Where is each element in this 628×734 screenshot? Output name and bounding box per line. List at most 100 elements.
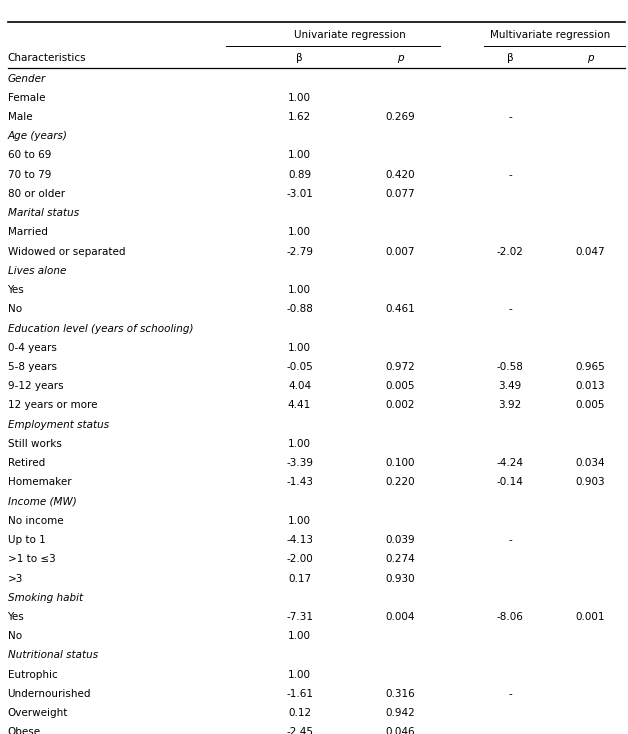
- Text: 0.013: 0.013: [575, 381, 605, 391]
- Text: -3.01: -3.01: [286, 189, 313, 199]
- Text: p: p: [587, 53, 593, 63]
- Text: β: β: [296, 53, 303, 63]
- Text: 9-12 years: 9-12 years: [8, 381, 63, 391]
- Text: Married: Married: [8, 228, 47, 237]
- Text: -3.39: -3.39: [286, 458, 313, 468]
- Text: No: No: [8, 305, 21, 314]
- Text: 1.62: 1.62: [288, 112, 311, 122]
- Text: 0.930: 0.930: [385, 573, 415, 584]
- Text: 60 to 69: 60 to 69: [8, 150, 51, 161]
- Text: -2.02: -2.02: [497, 247, 523, 257]
- Text: 0.965: 0.965: [575, 362, 605, 372]
- Text: -: -: [508, 305, 512, 314]
- Text: -0.14: -0.14: [497, 477, 523, 487]
- Text: 0.461: 0.461: [385, 305, 415, 314]
- Text: 0.005: 0.005: [576, 401, 605, 410]
- Text: 1.00: 1.00: [288, 343, 311, 353]
- Text: -7.31: -7.31: [286, 612, 313, 622]
- Text: 0.007: 0.007: [386, 247, 414, 257]
- Text: 1.00: 1.00: [288, 150, 311, 161]
- Text: β: β: [507, 53, 513, 63]
- Text: 1.00: 1.00: [288, 669, 311, 680]
- Text: 0.046: 0.046: [385, 727, 415, 734]
- Text: 4.04: 4.04: [288, 381, 311, 391]
- Text: 0.12: 0.12: [288, 708, 311, 718]
- Text: 0.077: 0.077: [385, 189, 415, 199]
- Text: -1.61: -1.61: [286, 689, 313, 699]
- Text: Characteristics: Characteristics: [8, 53, 86, 63]
- Text: Female: Female: [8, 92, 45, 103]
- Text: No income: No income: [8, 516, 63, 526]
- Text: 0.100: 0.100: [386, 458, 414, 468]
- Text: -8.06: -8.06: [497, 612, 523, 622]
- Text: -0.05: -0.05: [286, 362, 313, 372]
- Text: 0.001: 0.001: [576, 612, 605, 622]
- Text: 0.17: 0.17: [288, 573, 311, 584]
- Text: 0.269: 0.269: [385, 112, 415, 122]
- Text: 0.034: 0.034: [575, 458, 605, 468]
- Text: 0.220: 0.220: [385, 477, 415, 487]
- Text: 0.002: 0.002: [386, 401, 414, 410]
- Text: Age (years): Age (years): [8, 131, 67, 141]
- Text: Still works: Still works: [8, 439, 62, 449]
- Text: Widowed or separated: Widowed or separated: [8, 247, 125, 257]
- Text: Lives alone: Lives alone: [8, 266, 66, 276]
- Text: Eutrophic: Eutrophic: [8, 669, 57, 680]
- Text: >1 to ≤3: >1 to ≤3: [8, 554, 55, 564]
- Text: -4.24: -4.24: [497, 458, 523, 468]
- Text: Employment status: Employment status: [8, 420, 109, 429]
- Text: 0.047: 0.047: [575, 247, 605, 257]
- Text: Obese: Obese: [8, 727, 41, 734]
- Text: -1.43: -1.43: [286, 477, 313, 487]
- Text: 1.00: 1.00: [288, 228, 311, 237]
- Text: Income (MW): Income (MW): [8, 497, 76, 506]
- Text: 5-8 years: 5-8 years: [8, 362, 57, 372]
- Text: -2.00: -2.00: [286, 554, 313, 564]
- Text: 0.274: 0.274: [385, 554, 415, 564]
- Text: -: -: [508, 535, 512, 545]
- Text: -0.88: -0.88: [286, 305, 313, 314]
- Text: 80 or older: 80 or older: [8, 189, 65, 199]
- Text: Yes: Yes: [8, 285, 24, 295]
- Text: 0.942: 0.942: [385, 708, 415, 718]
- Text: Gender: Gender: [8, 73, 46, 84]
- Text: -4.13: -4.13: [286, 535, 313, 545]
- Text: Up to 1: Up to 1: [8, 535, 45, 545]
- Text: Male: Male: [8, 112, 32, 122]
- Text: 0.005: 0.005: [386, 381, 414, 391]
- Text: Overweight: Overweight: [8, 708, 68, 718]
- Text: >3: >3: [8, 573, 23, 584]
- Text: -: -: [508, 112, 512, 122]
- Text: Yes: Yes: [8, 612, 24, 622]
- Text: Retired: Retired: [8, 458, 45, 468]
- Text: Nutritional status: Nutritional status: [8, 650, 98, 661]
- Text: 0-4 years: 0-4 years: [8, 343, 57, 353]
- Text: 3.92: 3.92: [498, 401, 522, 410]
- Text: -: -: [508, 170, 512, 180]
- Text: 1.00: 1.00: [288, 516, 311, 526]
- Text: Univariate regression: Univariate regression: [294, 30, 406, 40]
- Text: 1.00: 1.00: [288, 285, 311, 295]
- Text: Homemaker: Homemaker: [8, 477, 71, 487]
- Text: Marital status: Marital status: [8, 208, 78, 218]
- Text: 3.49: 3.49: [498, 381, 522, 391]
- Text: Smoking habit: Smoking habit: [8, 593, 83, 603]
- Text: 4.41: 4.41: [288, 401, 311, 410]
- Text: -2.79: -2.79: [286, 247, 313, 257]
- Text: 0.039: 0.039: [385, 535, 415, 545]
- Text: 0.004: 0.004: [386, 612, 414, 622]
- Text: Undernourished: Undernourished: [8, 689, 91, 699]
- Text: 12 years or more: 12 years or more: [8, 401, 97, 410]
- Text: 1.00: 1.00: [288, 92, 311, 103]
- Text: 0.972: 0.972: [385, 362, 415, 372]
- Text: -0.58: -0.58: [497, 362, 523, 372]
- Text: p: p: [397, 53, 403, 63]
- Text: 0.89: 0.89: [288, 170, 311, 180]
- Text: No: No: [8, 631, 21, 642]
- Text: -: -: [508, 689, 512, 699]
- Text: 0.316: 0.316: [385, 689, 415, 699]
- Text: 70 to 79: 70 to 79: [8, 170, 51, 180]
- Text: 0.420: 0.420: [385, 170, 415, 180]
- Text: 1.00: 1.00: [288, 631, 311, 642]
- Text: -2.45: -2.45: [286, 727, 313, 734]
